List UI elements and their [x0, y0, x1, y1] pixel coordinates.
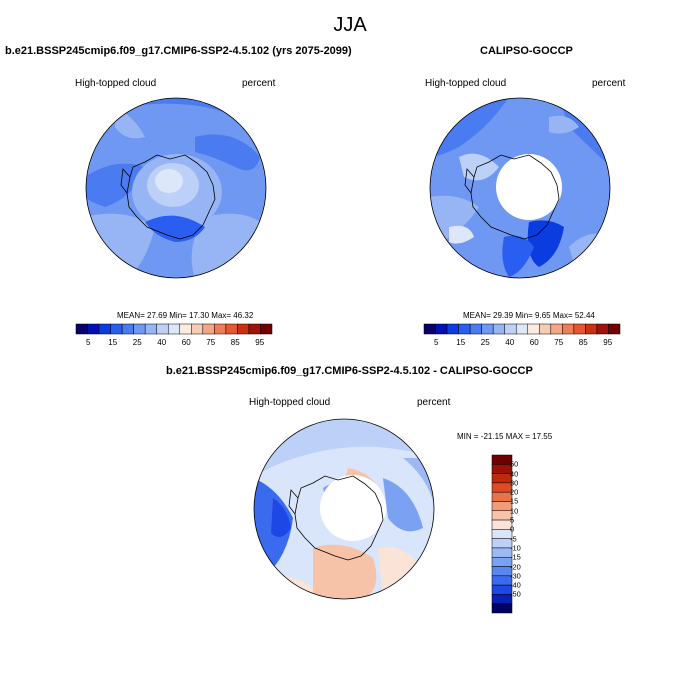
model-polar-map — [85, 97, 267, 279]
colorbar-swatch — [435, 323, 448, 335]
colorbar-tick-label: 25 — [132, 338, 142, 347]
colorbar-tick-label: 60 — [181, 338, 191, 347]
colorbar-tick-label: 95 — [603, 338, 613, 347]
colorbar-swatch — [225, 323, 238, 335]
colorbar-swatch — [144, 323, 157, 335]
colorbar-swatch — [260, 323, 273, 335]
obs-colorbar-ticks: 5 15 25 40 60 75 85 95 — [424, 338, 620, 350]
model-colorbar-ticks: 5 15 25 40 60 75 85 95 — [76, 338, 272, 350]
diff-variable-label: High-topped cloud — [249, 397, 331, 408]
obs-variable-label: High-topped cloud — [425, 78, 507, 89]
colorbar-swatch — [133, 323, 146, 335]
colorbar-tick-label: -40 — [510, 580, 521, 590]
colorbar-swatch — [596, 323, 609, 335]
colorbar-swatch — [585, 323, 598, 335]
colorbar-swatch — [562, 323, 575, 335]
colorbar-tick-label: 40 — [505, 338, 515, 347]
colorbar-swatch — [608, 323, 621, 335]
colorbar-swatch — [469, 323, 482, 335]
colorbar-swatch — [214, 323, 227, 335]
colorbar-tick-label: -10 — [510, 543, 521, 553]
colorbar-tick-label: -20 — [510, 562, 521, 572]
model-panel-title: b.e21.BSSP245cmip6.f09_g17.CMIP6-SSP2-4.… — [5, 45, 352, 57]
obs-stats: MEAN= 29.39 Min= 9.65 Max= 52.44 — [463, 311, 595, 320]
colorbar-tick-label: 10 — [510, 506, 519, 516]
colorbar-swatch — [75, 323, 88, 335]
diff-polar-map — [253, 418, 435, 600]
colorbar-tick-label: 40 — [510, 469, 519, 479]
colorbar-tick-label: 85 — [230, 338, 240, 347]
colorbar-swatch — [573, 323, 586, 335]
model-stats: MEAN= 27.69 Min= 17.30 Max= 46.32 — [117, 311, 254, 320]
colorbar-tick-label: -15 — [510, 552, 521, 562]
colorbar-swatch — [167, 323, 181, 335]
colorbar-swatch — [202, 323, 215, 335]
colorbar-tick-label: 75 — [206, 338, 216, 347]
colorbar-tick-label: 5 — [510, 515, 515, 525]
model-units-label: percent — [242, 78, 276, 89]
colorbar-tick-label: 75 — [554, 338, 564, 347]
colorbar-swatch — [458, 323, 471, 335]
colorbar-tick-label: 30 — [510, 478, 519, 488]
colorbar-swatch — [191, 323, 204, 335]
colorbar-swatch — [515, 323, 529, 335]
colorbar-tick-label: 15 — [456, 338, 466, 347]
colorbar-tick-label: 5 — [86, 338, 91, 347]
colorbar-tick-label: -50 — [510, 589, 521, 599]
season-title: JJA — [333, 14, 367, 36]
colorbar-tick-label: -5 — [510, 534, 517, 544]
colorbar-swatch — [504, 323, 517, 335]
colorbar-tick-label: 95 — [255, 338, 265, 347]
colorbar-tick-label: 5 — [434, 338, 439, 347]
colorbar-tick-label: 50 — [510, 459, 519, 469]
obs-colorbar — [423, 323, 621, 335]
colorbar-swatch — [121, 323, 134, 335]
colorbar-swatch — [110, 323, 123, 335]
colorbar-swatch — [156, 323, 169, 335]
diff-units-label: percent — [417, 397, 451, 408]
colorbar-swatch — [87, 323, 100, 335]
colorbar-swatch — [179, 323, 192, 335]
obs-polar-map — [429, 97, 611, 279]
colorbar-swatch — [98, 323, 111, 335]
model-variable-label: High-topped cloud — [75, 78, 157, 89]
colorbar-swatch — [492, 323, 505, 335]
colorbar-tick-label: 0 — [510, 524, 515, 534]
colorbar-swatch — [248, 323, 261, 335]
colorbar-tick-label: 15 — [510, 496, 519, 506]
colorbar-swatch — [481, 323, 494, 335]
diff-stats: MIN = -21.15 MAX = 17.55 — [457, 432, 553, 441]
colorbar-swatch — [491, 603, 513, 614]
diff-panel-title: b.e21.BSSP245cmip6.f09_g17.CMIP6-SSP2-4.… — [166, 365, 533, 377]
obs-units-label: percent — [592, 78, 626, 89]
colorbar-tick-label: 40 — [157, 338, 167, 347]
colorbar-swatch — [539, 323, 552, 335]
colorbar-tick-label: 20 — [510, 487, 519, 497]
diff-colorbar-ticks: 50 40 30 20 15 10 5 0 -5 -10 -15 -20 -30 -40 -50 — [492, 455, 542, 613]
colorbar-swatch — [446, 323, 459, 335]
diff-colorbar — [491, 454, 513, 614]
colorbar-tick-label: -30 — [510, 571, 521, 581]
colorbar-swatch — [550, 323, 563, 335]
colorbar-swatch — [527, 323, 540, 335]
obs-panel-title: CALIPSO-GOCCP — [480, 45, 573, 57]
colorbar-tick-label: 15 — [108, 338, 118, 347]
colorbar-swatch — [237, 323, 250, 335]
colorbar-tick-label: 60 — [529, 338, 539, 347]
model-colorbar — [75, 323, 273, 335]
colorbar-tick-label: 25 — [480, 338, 490, 347]
colorbar-tick-label: 85 — [578, 338, 588, 347]
colorbar-swatch — [423, 323, 436, 335]
